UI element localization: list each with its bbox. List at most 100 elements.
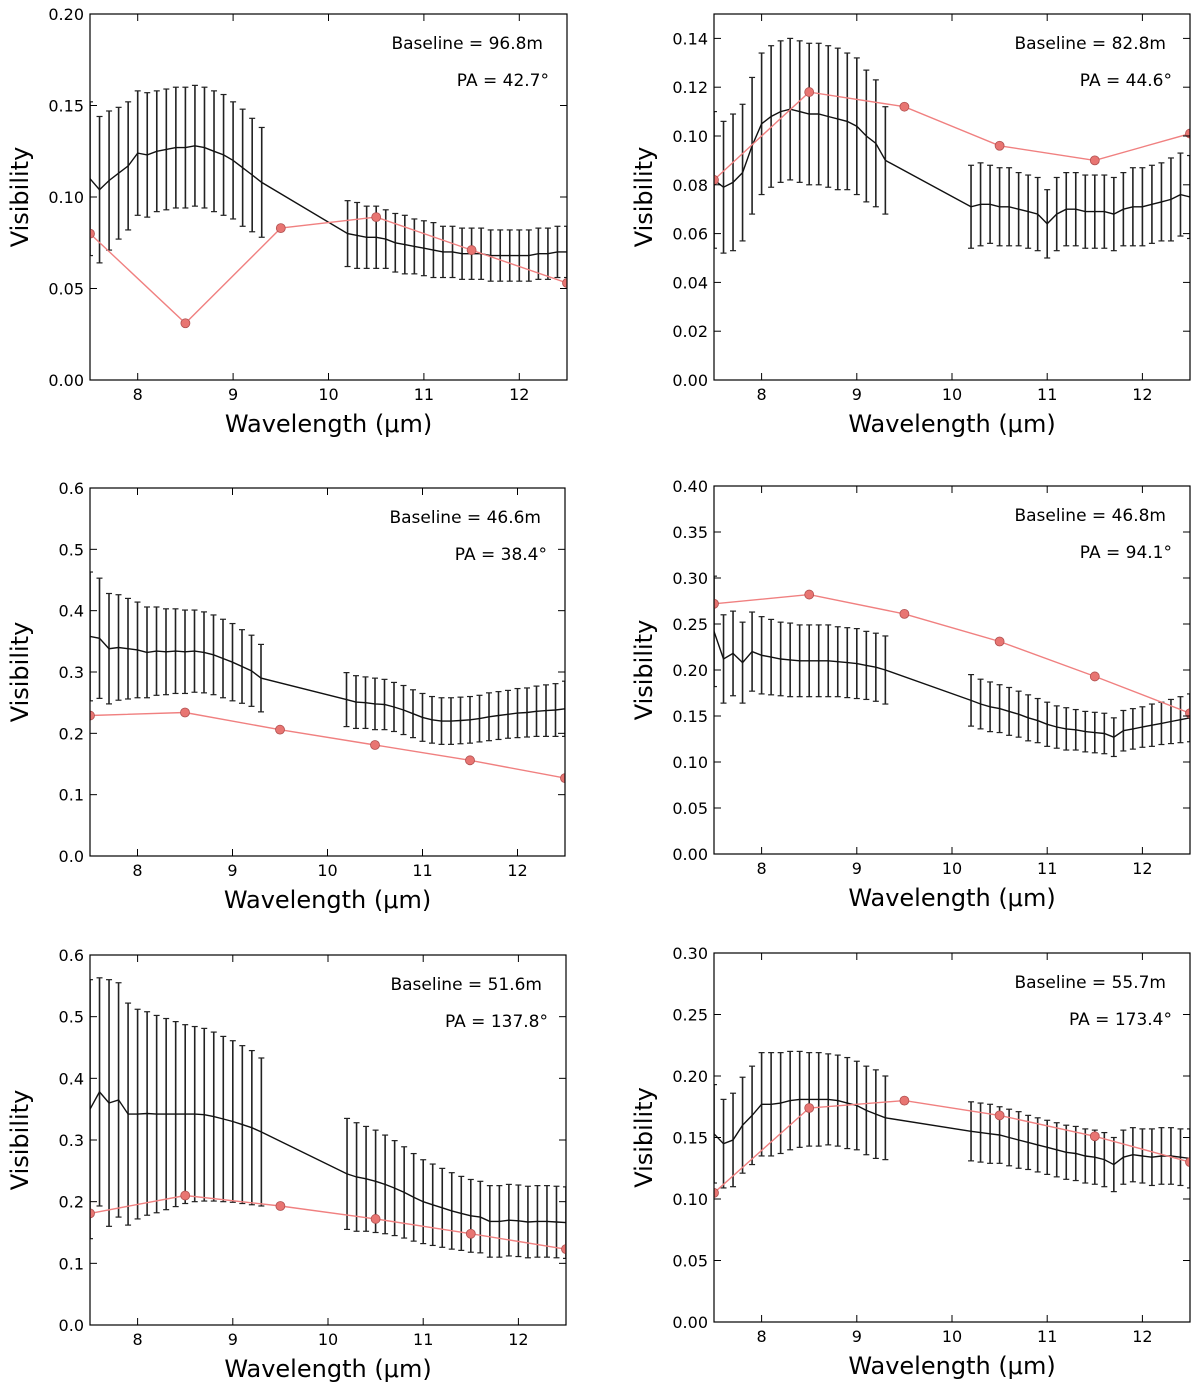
- x-tick-label: 11: [413, 1330, 433, 1349]
- y-tick-label: 0.05: [672, 1252, 708, 1271]
- x-tick-label: 12: [1132, 1327, 1152, 1346]
- errorbar: [90, 571, 93, 702]
- y-tick-label: 0.10: [672, 1190, 708, 1209]
- data-marks: [714, 1050, 1190, 1198]
- y-tick-label: 0.00: [48, 371, 84, 390]
- model-series-line: [714, 1099, 1190, 1194]
- plot-area: [714, 953, 1190, 1322]
- x-tick-label: 11: [1037, 1327, 1057, 1346]
- x-tick-label: 12: [508, 1330, 528, 1349]
- y-tick-label: 0.20: [672, 1067, 708, 1086]
- y-tick-label: 0.1: [59, 786, 84, 805]
- observed-series-line: [714, 108, 1190, 225]
- y-tick-label: 0.4: [59, 1069, 84, 1088]
- pa-annotation: PA = 38.4°: [455, 545, 547, 565]
- plot-area: [90, 955, 566, 1325]
- baseline-annotation: Baseline = 55.7m: [1014, 973, 1166, 993]
- chart-panel-5: 8 9 10 11 12 0.0 0.1 0.2 0.3 0.4 0.5 0.6 Wavelength …: [6, 946, 567, 1383]
- errorbar: [563, 1186, 566, 1260]
- x-tick-label: 12: [1132, 859, 1152, 878]
- y-tick-label: 0.12: [672, 78, 708, 97]
- x-tick-label: 11: [414, 385, 434, 404]
- model-series-line: [714, 91, 1190, 181]
- errorbar: [90, 101, 93, 257]
- model-point: [560, 773, 565, 784]
- y-tick-label: 0.40: [672, 477, 708, 496]
- x-tick-label: 10: [942, 1327, 962, 1346]
- chart-panel-6: 8 9 10 11 12 0.00 0.05 0.10 0.15 0.20 0.25 0.30 Wave…: [630, 944, 1191, 1380]
- x-axis-label: Wavelength (μm): [224, 1355, 431, 1383]
- y-axis-label: Visibility: [630, 620, 658, 721]
- model-point: [1185, 1157, 1190, 1167]
- model-point: [994, 1110, 1005, 1121]
- y-axis-label: Visibility: [630, 147, 658, 248]
- x-tick-label: 10: [318, 1330, 338, 1349]
- observed-series-line: [90, 1090, 566, 1224]
- chart-panel-3: 8 9 10 11 12 0.0 0.1 0.2 0.3 0.4 0.5 0.6 Wavelength …: [6, 479, 566, 914]
- x-tick-label: 9: [852, 385, 862, 404]
- y-tick-label: 0.05: [48, 280, 84, 299]
- y-tick-label: 0.1: [59, 1254, 84, 1273]
- y-tick-label: 0.35: [672, 523, 708, 542]
- observed-series-line: [90, 635, 565, 722]
- x-tick-label: 9: [852, 1327, 862, 1346]
- pa-annotation: PA = 44.6°: [1080, 71, 1172, 91]
- x-tick-label: 10: [318, 385, 338, 404]
- model-point: [562, 278, 567, 288]
- model-series-line: [90, 1194, 566, 1250]
- pa-annotation: PA = 94.1°: [1080, 543, 1172, 563]
- model-point: [994, 140, 1005, 151]
- y-tick-label: 0.2: [59, 724, 84, 743]
- x-axis-label: Wavelength (μm): [848, 884, 1055, 912]
- observed-series-line: [714, 1098, 1190, 1166]
- y-tick-label: 0.15: [672, 707, 708, 726]
- errorbar: [90, 979, 93, 1240]
- x-tick-label: 10: [942, 385, 962, 404]
- model-series-line: [90, 711, 565, 779]
- y-tick-label: 0.2: [59, 1193, 84, 1212]
- model-point: [90, 1208, 95, 1219]
- model-point: [465, 1228, 476, 1239]
- y-tick-label: 0.08: [672, 176, 708, 195]
- x-tick-label: 12: [1132, 385, 1152, 404]
- errorbar: [1187, 693, 1190, 743]
- y-tick-label: 0.5: [59, 540, 84, 559]
- model-series-line: [90, 216, 567, 325]
- x-tick-label: 12: [509, 385, 529, 404]
- x-tick-label: 10: [942, 859, 962, 878]
- model-point: [714, 1187, 719, 1198]
- x-tick-label: 8: [757, 385, 767, 404]
- y-tick-label: 0.00: [672, 371, 708, 390]
- y-tick-label: 0.30: [672, 944, 708, 963]
- x-axis-label: Wavelength (μm): [848, 410, 1055, 438]
- plot-area: [90, 14, 567, 380]
- x-tick-label: 10: [317, 861, 337, 880]
- y-tick-label: 0.0: [59, 847, 84, 866]
- model-point: [371, 212, 382, 223]
- y-tick-label: 0.05: [672, 799, 708, 818]
- data-marks: [714, 575, 1190, 758]
- y-tick-label: 0.4: [59, 602, 84, 621]
- y-tick-label: 0.15: [48, 97, 84, 116]
- errorbar: [714, 575, 717, 688]
- pa-annotation: PA = 42.7°: [457, 71, 549, 91]
- errorbar: [1187, 1128, 1190, 1189]
- y-tick-label: 0.5: [59, 1008, 84, 1027]
- x-tick-label: 12: [507, 861, 527, 880]
- y-tick-label: 0.04: [672, 273, 708, 292]
- chart-panel-2: 8 9 10 11 12 0.00 0.02 0.04 0.06 0.08 0.10 0.12 0.14…: [630, 13, 1191, 438]
- model-point: [1089, 671, 1100, 682]
- model-point: [1185, 708, 1190, 719]
- model-point: [180, 707, 190, 718]
- y-tick-label: 0.20: [672, 661, 708, 680]
- model-point: [804, 87, 815, 97]
- baseline-annotation: Baseline = 82.8m: [1014, 34, 1166, 54]
- model-point: [899, 101, 910, 112]
- model-point: [370, 740, 380, 750]
- model-point: [714, 175, 719, 185]
- x-tick-label: 9: [228, 385, 238, 404]
- data-marks: [714, 37, 1190, 259]
- model-point: [180, 318, 191, 329]
- errorbar: [562, 680, 565, 738]
